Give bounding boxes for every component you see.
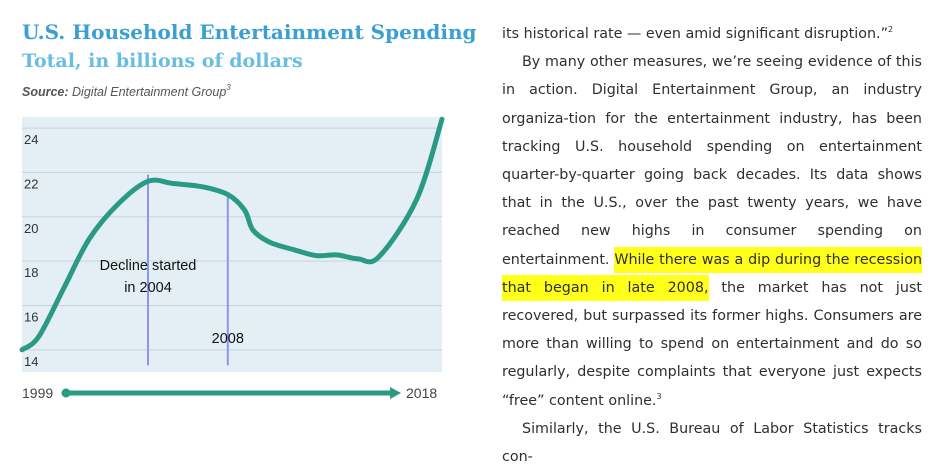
timeline-start-dot [61,388,71,398]
source-text: Digital Entertainment Group [72,85,227,99]
y-tick-label-20: 20 [24,221,38,236]
chart-figure: 14 16 18 20 22 24 Decline started in 2004 2008 19… [0,0,476,419]
timeline-start-label: 1999 [22,385,53,401]
timeline-arrow-icon [390,387,401,399]
article-text: its historical rate — even amid signific… [502,20,923,471]
source-label: Source: [22,85,69,99]
paragraph-measures: By many other measures, we’re seeing evi… [502,48,923,415]
y-tick-label-22: 22 [24,176,38,191]
paragraph-measures-after: the market has not just recovered, but s… [502,279,922,409]
y-tick-label-18: 18 [24,265,38,280]
spending-chart: 14 16 18 20 22 24 Decline started in 2004 2008 19… [19,116,445,401]
spending-line [19,116,445,353]
paragraph-bls: Similarly, the U.S. Bureau of Labor Stat… [502,420,922,466]
chart-title: U.S. Household Entertainment Spending [22,20,477,44]
paragraph-quote-end: its historical rate — even amid signific… [502,20,922,48]
y-tick-label-24: 24 [24,132,38,147]
footnote-ref-3: 3 [656,391,662,401]
chart-source: Source: Digital Entertainment Group3 [22,83,231,100]
y-tick-label-16: 16 [24,309,38,324]
footnote-ref-2: 2 [887,25,894,34]
paragraph-measures-text: By many other measures, we’re seeing evi… [502,54,922,268]
paragraph-quote-text: its historical rate — even amid signific… [502,26,888,42]
annotation-2: in 2004 [124,280,172,296]
timeline-end-label: 2018 [406,385,437,401]
annotation-3: 2008 [212,331,244,347]
chart-subtitle: Total, in billions of dollars [22,50,303,72]
y-tick-label-14: 14 [24,354,38,369]
plot-background [22,117,442,372]
source-footnote-ref: 3 [226,83,231,92]
annotation-1: Decline started [100,258,197,274]
